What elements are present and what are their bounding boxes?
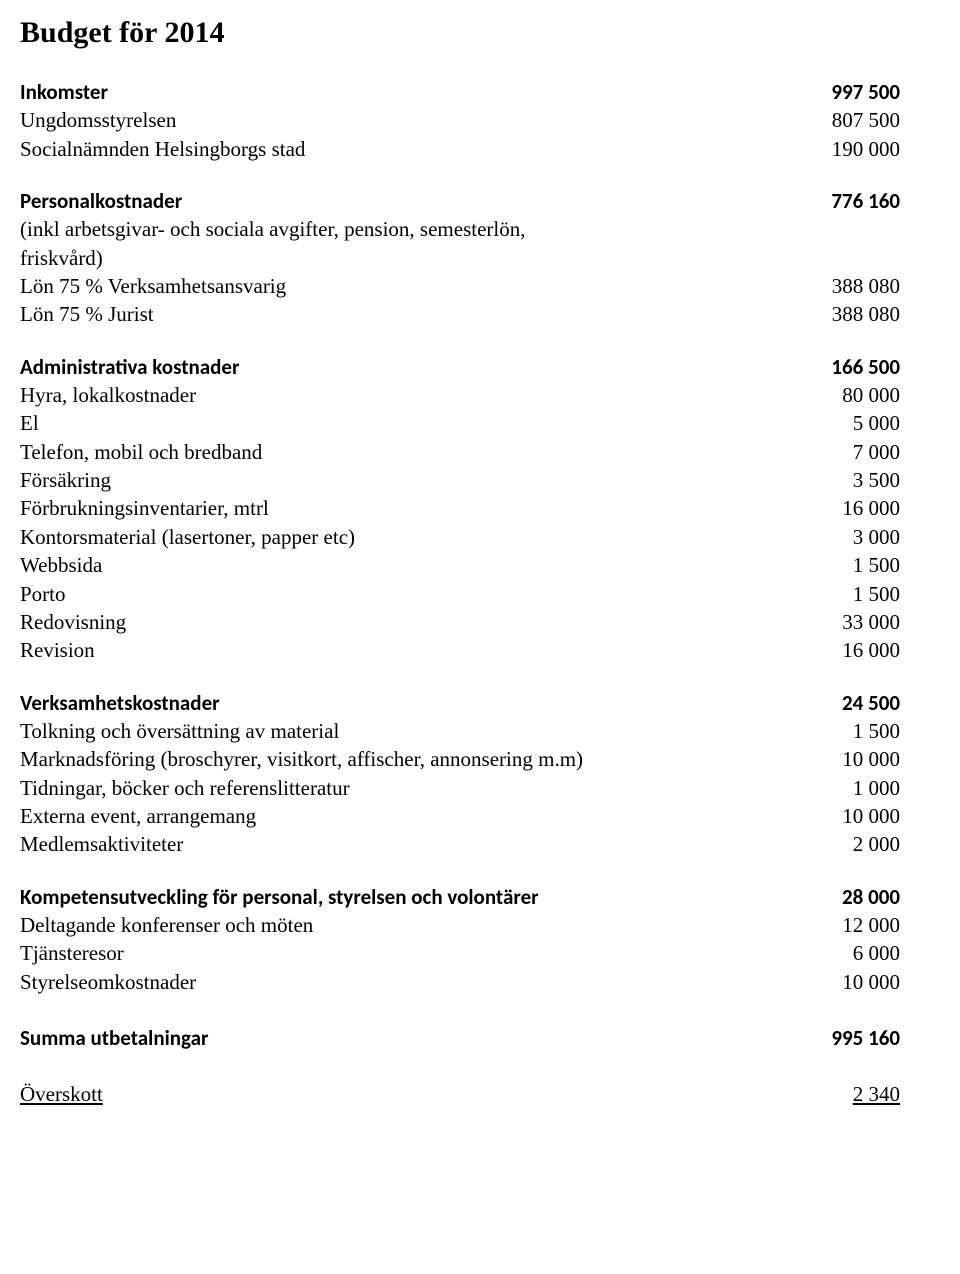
row-label: Ungdomsstyrelsen (20, 106, 176, 134)
row-value: 24 500 (818, 689, 900, 717)
row-label: Inkomster (20, 78, 108, 106)
row-label: Verksamhetskostnader (20, 689, 220, 717)
row-value: 995 160 (807, 1024, 900, 1052)
row-value: 1 000 (829, 774, 900, 802)
row-value: 1 500 (829, 717, 900, 745)
row-value: 3 000 (829, 523, 900, 551)
line-item: (inkl arbetsgivar- och sociala avgifter,… (20, 215, 900, 272)
row-value: 2 000 (829, 830, 900, 858)
row-label: El (20, 409, 39, 437)
row-value: 10 000 (818, 745, 900, 773)
row-value: 12 000 (818, 911, 900, 939)
line-item: Externa event, arrangemang 10 000 (20, 802, 900, 830)
section-header: Inkomster 997 500 (20, 78, 900, 106)
section-header: Verksamhetskostnader 24 500 (20, 689, 900, 717)
line-item: Porto 1 500 (20, 580, 900, 608)
row-label: Kontorsmaterial (lasertoner, papper etc) (20, 523, 355, 551)
line-item: Försäkring 3 500 (20, 466, 900, 494)
row-label: Externa event, arrangemang (20, 802, 256, 830)
line-item: Medlemsaktiviteter 2 000 (20, 830, 900, 858)
line-item: Förbrukningsinventarier, mtrl 16 000 (20, 494, 900, 522)
row-value: 28 000 (818, 883, 900, 911)
line-item: Socialnämnden Helsingborgs stad 190 000 (20, 135, 900, 163)
line-item: Marknadsföring (broschyrer, visitkort, a… (20, 745, 900, 773)
row-label: Förbrukningsinventarier, mtrl (20, 494, 269, 522)
row-label: Medlemsaktiviteter (20, 830, 183, 858)
row-value: 807 500 (808, 106, 900, 134)
row-label: Överskott (20, 1080, 103, 1108)
spacer (20, 1052, 900, 1080)
row-label: Hyra, lokalkostnader (20, 381, 196, 409)
surplus-row: Överskott 2 340 (20, 1080, 900, 1108)
row-value: 166 500 (807, 353, 900, 381)
line-item: Tidningar, böcker och referenslitteratur… (20, 774, 900, 802)
page-title: Budget för 2014 (20, 16, 900, 50)
row-label: Summa utbetalningar (20, 1024, 208, 1052)
line-item: Tolkning och översättning av material 1 5… (20, 717, 900, 745)
row-label: Redovisning (20, 608, 126, 636)
row-value: 388 080 (808, 272, 900, 300)
row-label: Porto (20, 580, 66, 608)
row-label: Lön 75 % Jurist (20, 300, 154, 328)
row-label: Personalkostnader (20, 187, 182, 215)
row-label: Lön 75 % Verksamhetsansvarig (20, 272, 286, 300)
section-header: Kompetensutveckling för personal, styrel… (20, 883, 900, 911)
line-item: Revision 16 000 (20, 636, 900, 664)
line-item: Hyra, lokalkostnader 80 000 (20, 381, 900, 409)
row-value: 3 500 (829, 466, 900, 494)
row-label: Deltagande konferenser och möten (20, 911, 313, 939)
line-item: Kontorsmaterial (lasertoner, papper etc)… (20, 523, 900, 551)
row-label: Försäkring (20, 466, 111, 494)
row-value: 7 000 (829, 438, 900, 466)
row-label: Socialnämnden Helsingborgs stad (20, 135, 305, 163)
line-item: Telefon, mobil och bredband 7 000 (20, 438, 900, 466)
line-item: Ungdomsstyrelsen 807 500 (20, 106, 900, 134)
row-value: 1 500 (829, 551, 900, 579)
line-item: Styrelseomkostnader 10 000 (20, 968, 900, 996)
section-header: Personalkostnader 776 160 (20, 187, 900, 215)
row-value: 10 000 (818, 968, 900, 996)
summary-row: Summa utbetalningar 995 160 (20, 1024, 900, 1052)
section-header: Administrativa kostnader 166 500 (20, 353, 900, 381)
row-value: 2 340 (829, 1080, 900, 1108)
line-item: Webbsida 1 500 (20, 551, 900, 579)
row-value: 776 160 (807, 187, 900, 215)
row-value: 388 080 (808, 300, 900, 328)
row-label: (inkl arbetsgivar- och sociala avgifter,… (20, 215, 526, 272)
line-item: El 5 000 (20, 409, 900, 437)
row-value: 997 500 (807, 78, 900, 106)
row-label: Administrativa kostnader (20, 353, 239, 381)
line-item: Lön 75 % Verksamhetsansvarig 388 080 (20, 272, 900, 300)
line-item: Tjänsteresor 6 000 (20, 939, 900, 967)
row-value: 33 000 (818, 608, 900, 636)
row-label: Tjänsteresor (20, 939, 124, 967)
row-value: 6 000 (829, 939, 900, 967)
row-value: 10 000 (818, 802, 900, 830)
row-value: 16 000 (818, 636, 900, 664)
spacer (20, 996, 900, 1024)
row-label: Marknadsföring (broschyrer, visitkort, a… (20, 745, 583, 773)
row-label: Kompetensutveckling för personal, styrel… (20, 883, 539, 911)
row-label: Revision (20, 636, 95, 664)
row-value: 16 000 (818, 494, 900, 522)
row-value: 5 000 (829, 409, 900, 437)
row-label: Styrelseomkostnader (20, 968, 196, 996)
line-item: Lön 75 % Jurist 388 080 (20, 300, 900, 328)
row-label: Telefon, mobil och bredband (20, 438, 262, 466)
line-item: Redovisning 33 000 (20, 608, 900, 636)
row-value: 80 000 (818, 381, 900, 409)
budget-body: Inkomster997 500Ungdomsstyrelsen807 500S… (20, 78, 900, 1109)
line-item: Deltagande konferenser och möten 12 000 (20, 911, 900, 939)
row-label: Tidningar, böcker och referenslitteratur (20, 774, 350, 802)
row-label: Tolkning och översättning av material (20, 717, 339, 745)
row-value: 1 500 (829, 580, 900, 608)
row-label: Webbsida (20, 551, 102, 579)
row-value: 190 000 (808, 135, 900, 163)
